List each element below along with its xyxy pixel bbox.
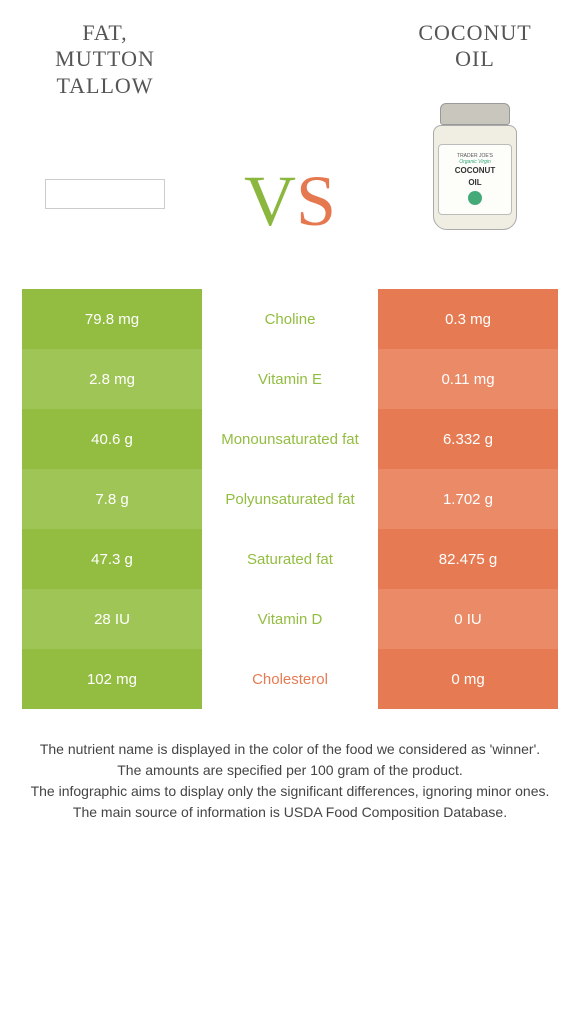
jar-icon: TRADER JOE'S Organic Virgin COCONUT OIL	[430, 103, 520, 233]
table-row: 7.8 gPolyunsaturated fat1.702 g	[22, 469, 558, 529]
nutrient-name: Polyunsaturated fat	[202, 469, 378, 529]
left-product-image	[30, 119, 180, 269]
left-product-header: Fat, mutton tallow	[30, 20, 180, 269]
left-title-1: Fat,	[82, 20, 127, 45]
left-title-2: mutton	[55, 46, 155, 71]
nutrient-name: Saturated fat	[202, 529, 378, 589]
right-product-image: TRADER JOE'S Organic Virgin COCONUT OIL	[400, 93, 550, 243]
nutrient-name: Monounsaturated fat	[202, 409, 378, 469]
left-value: 47.3 g	[22, 529, 202, 589]
right-value: 0 IU	[378, 589, 558, 649]
right-value: 0.3 mg	[378, 289, 558, 349]
table-row: 28 IUVitamin D0 IU	[22, 589, 558, 649]
right-value: 0.11 mg	[378, 349, 558, 409]
table-row: 2.8 mgVitamin E0.11 mg	[22, 349, 558, 409]
footer-line-4: The main source of information is USDA F…	[22, 802, 558, 823]
jar-main1: COCONUT	[455, 167, 495, 175]
footer-line-3: The infographic aims to display only the…	[22, 781, 558, 802]
table-row: 40.6 gMonounsaturated fat6.332 g	[22, 409, 558, 469]
left-value: 7.8 g	[22, 469, 202, 529]
right-title-1: Coconut	[418, 20, 531, 45]
table-row: 47.3 gSaturated fat82.475 g	[22, 529, 558, 589]
vs-divider: VS	[180, 20, 400, 243]
nutrient-name: Cholesterol	[202, 649, 378, 709]
jar-organic: Organic Virgin	[459, 159, 491, 165]
nutrient-name: Vitamin D	[202, 589, 378, 649]
nutrient-name: Choline	[202, 289, 378, 349]
footer-line-2: The amounts are specified per 100 gram o…	[22, 760, 558, 781]
jar-seal-icon	[468, 191, 482, 205]
comparison-header: Fat, mutton tallow VS Coconut oil TRADER…	[0, 0, 580, 279]
left-value: 2.8 mg	[22, 349, 202, 409]
right-title-2: oil	[455, 46, 495, 71]
left-value: 79.8 mg	[22, 289, 202, 349]
jar-main2: OIL	[468, 179, 481, 187]
table-row: 102 mgCholesterol0 mg	[22, 649, 558, 709]
left-value: 40.6 g	[22, 409, 202, 469]
right-product-header: Coconut oil TRADER JOE'S Organic Virgin …	[400, 20, 550, 243]
right-value: 6.332 g	[378, 409, 558, 469]
vs-s: S	[296, 161, 336, 241]
nutrient-name: Vitamin E	[202, 349, 378, 409]
table-row: 79.8 mgCholine0.3 mg	[22, 289, 558, 349]
left-title-3: tallow	[56, 73, 153, 98]
right-value: 82.475 g	[378, 529, 558, 589]
vs-v: V	[244, 161, 296, 241]
left-value: 102 mg	[22, 649, 202, 709]
footer-notes: The nutrient name is displayed in the co…	[0, 709, 580, 863]
right-value: 1.702 g	[378, 469, 558, 529]
footer-line-1: The nutrient name is displayed in the co…	[22, 739, 558, 760]
nutrient-table: 79.8 mgCholine0.3 mg2.8 mgVitamin E0.11 …	[22, 289, 558, 709]
left-value: 28 IU	[22, 589, 202, 649]
right-value: 0 mg	[378, 649, 558, 709]
placeholder-icon	[45, 179, 165, 209]
